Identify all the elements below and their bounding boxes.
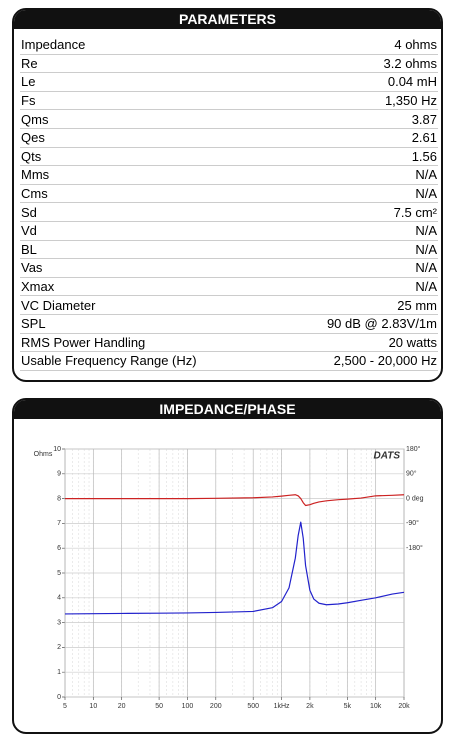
parameter-name: Mms bbox=[20, 165, 277, 185]
parameter-name: Sd bbox=[20, 202, 277, 222]
series-line bbox=[65, 494, 405, 507]
parameter-name: Qts bbox=[20, 147, 277, 167]
parameter-name: Usable Frequency Range (Hz) bbox=[20, 351, 277, 371]
y-tick-label: 5 bbox=[57, 570, 61, 577]
parameter-value: N/A bbox=[276, 277, 438, 297]
parameter-value: N/A bbox=[276, 221, 438, 241]
y2-tick-label: -180° bbox=[406, 544, 423, 552]
parameter-row: BL N/A bbox=[20, 240, 438, 260]
parameter-row: Xmax N/A bbox=[20, 277, 438, 297]
parameter-name: Le bbox=[20, 72, 277, 92]
parameter-name: Qms bbox=[20, 109, 277, 129]
parameter-name: Re bbox=[20, 54, 277, 74]
y2-tick-label: 90° bbox=[406, 470, 417, 478]
parameter-value: 25 mm bbox=[276, 295, 438, 315]
x-tick-label: 50 bbox=[155, 703, 163, 710]
parameter-row: RMS Power Handling 20 watts bbox=[20, 333, 438, 353]
y-tick-label: 8 bbox=[57, 495, 61, 502]
chart-panel: IMPEDANCE/PHASE 0 1 2 3 4 5 6 7 8 9 10 5 10 20 50 100 20… bbox=[12, 398, 443, 734]
y2-tick-label: 180° bbox=[406, 445, 421, 453]
y-tick-label: 4 bbox=[57, 595, 61, 602]
y2-tick-label: -90° bbox=[406, 519, 419, 527]
y-tick-label: 3 bbox=[57, 619, 61, 626]
parameters-table: Impedance 4 ohms Re 3.2 ohms Le 0.04 mH Fs 1,35… bbox=[20, 36, 438, 371]
parameter-name: Cms bbox=[20, 184, 277, 204]
y-tick-label: 7 bbox=[57, 520, 61, 527]
x-tick-label: 500 bbox=[247, 703, 259, 710]
parameter-row: Impedance 4 ohms bbox=[20, 36, 438, 55]
chart-title: IMPEDANCE/PHASE bbox=[14, 400, 441, 419]
parameter-value: 0.04 mH bbox=[276, 72, 438, 92]
panel-title: PARAMETERS bbox=[14, 10, 441, 29]
parameter-row: Vd N/A bbox=[20, 221, 438, 241]
parameter-value: 2,500 - 20,000 Hz bbox=[276, 351, 438, 371]
parameter-name: Vd bbox=[20, 221, 277, 241]
chart: 0 1 2 3 4 5 6 7 8 9 10 5 10 20 50 100 200 500 1kHz 2k 5k 10k 2… bbox=[34, 445, 424, 710]
parameter-row: SPL 90 dB @ 2.83V/1m bbox=[20, 314, 438, 334]
parameter-value: N/A bbox=[276, 240, 438, 260]
x-tick-label: 20k bbox=[398, 703, 410, 710]
y-tick-label: 9 bbox=[57, 471, 61, 478]
parameter-row: Re 3.2 ohms bbox=[20, 54, 438, 74]
parameter-value: N/A bbox=[276, 165, 438, 185]
parameter-value: 2.61 bbox=[276, 128, 438, 148]
x-tick-label: 1kHz bbox=[274, 703, 290, 710]
x-tick-label: 5k bbox=[344, 703, 352, 710]
parameter-value: 4 ohms bbox=[276, 36, 438, 55]
parameter-row: Qes 2.61 bbox=[20, 128, 438, 148]
parameter-name: BL bbox=[20, 240, 277, 260]
x-tick-label: 10 bbox=[89, 703, 97, 710]
series-line bbox=[64, 521, 405, 615]
y-tick-label: 1 bbox=[57, 669, 61, 676]
parameter-name: Impedance bbox=[20, 36, 277, 55]
parameter-name: Qes bbox=[20, 128, 277, 148]
parameters-panel: PARAMETERS Impedance 4 ohms Re 3.2 ohms Le 0.… bbox=[12, 8, 443, 382]
parameter-row: Fs 1,350 Hz bbox=[20, 91, 438, 111]
y-tick-label: 0 bbox=[57, 694, 61, 701]
x-tick-label: 20 bbox=[118, 703, 126, 710]
parameter-name: VC Diameter bbox=[20, 295, 277, 315]
y2-tick-label: 0 deg bbox=[406, 495, 424, 502]
parameter-row: Cms N/A bbox=[20, 184, 438, 204]
x-tick-label: 2k bbox=[306, 703, 314, 710]
parameter-row: Le 0.04 mH bbox=[20, 72, 438, 92]
parameter-row: Mms N/A bbox=[20, 165, 438, 185]
parameter-name: Fs bbox=[20, 91, 277, 111]
parameter-value: 3.87 bbox=[276, 109, 438, 129]
x-tick-label: 5 bbox=[63, 703, 67, 710]
x-tick-label: 10k bbox=[370, 703, 382, 710]
parameter-row: Qms 3.87 bbox=[20, 109, 438, 129]
parameter-value: 20 watts bbox=[276, 333, 438, 353]
parameter-value: N/A bbox=[276, 184, 438, 204]
parameter-name: SPL bbox=[20, 314, 277, 334]
parameter-value: 3.2 ohms bbox=[276, 54, 438, 74]
parameter-row: Qts 1.56 bbox=[20, 147, 438, 167]
parameter-value: 7.5 cm² bbox=[276, 202, 438, 222]
parameter-name: Xmax bbox=[20, 277, 277, 297]
y-tick-label: 2 bbox=[57, 644, 61, 651]
logo: DATS bbox=[374, 451, 401, 462]
parameter-row: Usable Frequency Range (Hz) 2,500 - 20,00… bbox=[20, 351, 438, 371]
y-axis-label: Ohms bbox=[34, 451, 53, 458]
x-tick-label: 200 bbox=[210, 703, 222, 710]
parameter-row: VC Diameter 25 mm bbox=[20, 295, 438, 315]
parameter-value: N/A bbox=[276, 258, 438, 278]
y-tick-label: 10 bbox=[53, 446, 61, 453]
parameter-name: Vas bbox=[20, 258, 277, 278]
parameter-row: Vas N/A bbox=[20, 258, 438, 278]
x-tick-label: 100 bbox=[182, 703, 194, 710]
parameter-value: 1,350 Hz bbox=[276, 91, 438, 111]
parameter-value: 1.56 bbox=[276, 147, 438, 167]
y-tick-label: 6 bbox=[57, 545, 61, 552]
parameter-value: 90 dB @ 2.83V/1m bbox=[276, 314, 438, 334]
parameter-name: RMS Power Handling bbox=[20, 333, 277, 353]
parameter-row: Sd 7.5 cm² bbox=[20, 202, 438, 222]
